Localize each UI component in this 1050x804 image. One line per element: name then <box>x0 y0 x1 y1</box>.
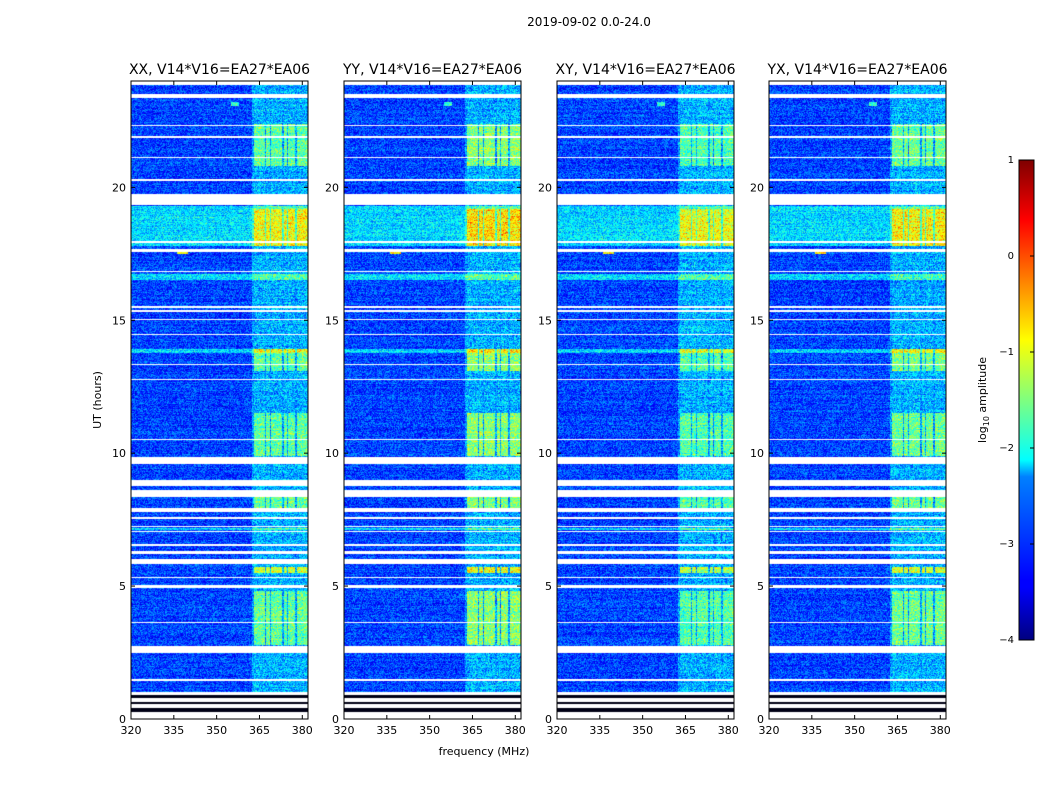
x-tick-label: 365 <box>675 724 696 737</box>
colorbar-label-log: log <box>976 426 989 443</box>
y-tick-label: 5 <box>119 580 126 593</box>
panel-heatmap-1 <box>131 81 308 719</box>
panel-heatmap-3 <box>557 81 734 719</box>
colorbar-label: log10 amplitude <box>976 357 991 443</box>
panel-title-2: YY, V14*V16=EA27*EA06 <box>342 62 522 78</box>
colorbar-tick-label: −2 <box>999 443 1014 454</box>
y-tick-label: 15 <box>538 314 552 327</box>
y-tick-label: 15 <box>112 314 126 327</box>
x-tick-label: 380 <box>505 724 526 737</box>
y-tick-label: 10 <box>750 447 764 460</box>
panel-title-1: XX, V14*V16=EA27*EA06 <box>129 62 310 78</box>
y-tick-label: 0 <box>332 713 339 726</box>
x-tick-label: 320 <box>759 724 780 737</box>
x-tick-label: 365 <box>249 724 270 737</box>
panel-frame-3 <box>556 80 735 720</box>
panel-frame-4 <box>768 80 947 720</box>
panel-3: XY, V14*V16=EA27*EA06 0 5 10 15 20 320 335 350 36… <box>538 62 739 737</box>
colorbar-tick-label: 0 <box>1008 251 1014 262</box>
panel-2: YY, V14*V16=EA27*EA06 0 5 10 15 20 320 335 350 36… <box>325 62 526 737</box>
panel-1: XX, V14*V16=EA27*EA06 0 5 10 15 20 320 335 350 36… <box>112 62 313 737</box>
y-tick-label: 20 <box>750 181 764 194</box>
colorbar-ticks: 1 0 −1 −2 −3 −4 <box>999 155 1034 646</box>
x-tick-label: 380 <box>930 724 951 737</box>
y-tick-label: 20 <box>112 181 126 194</box>
x-tick-label: 350 <box>206 724 227 737</box>
colorbar-tick-label: −4 <box>999 635 1014 646</box>
panel-title-4: YX, V14*V16=EA27*EA06 <box>766 62 947 78</box>
y-tick-label: 20 <box>325 181 339 194</box>
x-axis-label: frequency (MHz) <box>439 745 530 758</box>
x-tick-label: 335 <box>376 724 397 737</box>
x-tick-label: 335 <box>163 724 184 737</box>
panel-title-3: XY, V14*V16=EA27*EA06 <box>555 62 735 78</box>
y-tick-label: 10 <box>325 447 339 460</box>
x-tick-label: 320 <box>334 724 355 737</box>
panel-4: YX, V14*V16=EA27*EA06 0 5 10 15 20 320 335 350 36… <box>750 62 951 737</box>
colorbar-label-rest: amplitude <box>976 357 989 416</box>
colorbar-gradient <box>1018 159 1035 641</box>
colorbar-tick-label: −3 <box>999 539 1014 550</box>
panel-frame-2 <box>343 80 522 720</box>
colorbar: 10−1−2−3−4 log10 amplitude <box>976 155 1035 646</box>
x-tick-label: 335 <box>801 724 822 737</box>
x-tick-label: 380 <box>718 724 739 737</box>
y-tick-label: 10 <box>538 447 552 460</box>
y-tick-label: 0 <box>757 713 764 726</box>
y-tick-label: 20 <box>538 181 552 194</box>
panels-group: XX, V14*V16=EA27*EA06 0 5 10 15 20 320 335 350 36… <box>112 62 951 737</box>
y-tick-label: 10 <box>112 447 126 460</box>
x-tick-label: 365 <box>462 724 483 737</box>
x-tick-label: 350 <box>419 724 440 737</box>
y-tick-label: 5 <box>545 580 552 593</box>
panel-heatmap-4 <box>769 81 946 719</box>
y-tick-label: 0 <box>545 713 552 726</box>
colorbar-tick-label: −1 <box>999 347 1014 358</box>
panel-heatmap-2 <box>344 81 521 719</box>
y-tick-label: 5 <box>757 580 764 593</box>
x-tick-label: 320 <box>121 724 142 737</box>
x-tick-label: 350 <box>632 724 653 737</box>
x-tick-label: 335 <box>589 724 610 737</box>
y-tick-label: 0 <box>119 713 126 726</box>
colorbar-label-sub: 10 <box>982 416 991 426</box>
y-tick-label: 5 <box>332 580 339 593</box>
panel-frame-1 <box>130 80 309 720</box>
x-tick-label: 350 <box>844 724 865 737</box>
x-tick-label: 380 <box>292 724 313 737</box>
y-tick-label: 15 <box>750 314 764 327</box>
x-tick-label: 320 <box>547 724 568 737</box>
x-tick-label: 365 <box>887 724 908 737</box>
figure-title: 2019-09-02 0.0-24.0 <box>527 15 651 29</box>
y-tick-label: 15 <box>325 314 339 327</box>
colorbar-tick-label: 1 <box>1008 155 1014 166</box>
y-axis-label: UT (hours) <box>91 371 104 429</box>
